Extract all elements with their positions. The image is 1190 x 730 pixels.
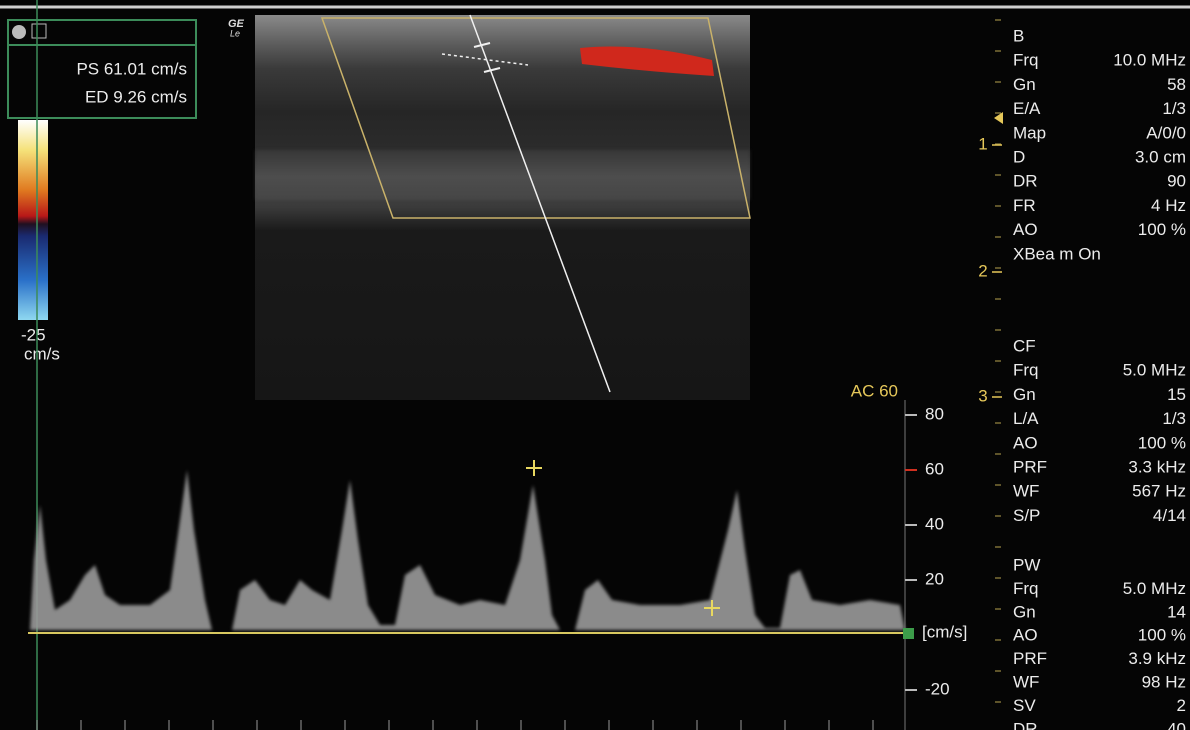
param-value: 100 %: [1138, 626, 1186, 645]
depth-label: 2: [978, 261, 987, 280]
param-label: E/A: [1013, 99, 1041, 118]
depth-label: 3: [978, 386, 987, 405]
param-label: Gn: [1013, 75, 1036, 94]
param-section: B: [1013, 26, 1024, 45]
param-value: 1/3: [1162, 409, 1186, 428]
param-label: L/A: [1013, 409, 1039, 428]
param-label: Gn: [1013, 385, 1036, 404]
scale-label: [cm/s]: [922, 622, 967, 641]
ac-label: AC 60: [851, 381, 898, 400]
param-value: 4 Hz: [1151, 196, 1186, 215]
param-value: A/0/0: [1146, 123, 1186, 142]
param-label: Map: [1013, 123, 1046, 142]
page: {"overlay": {"measurements": ["PS 61.01 …: [0, 0, 1190, 730]
measurement: PS 61.01 cm/s: [76, 59, 187, 78]
param-value: 98 Hz: [1142, 672, 1186, 691]
measurement: ED 9.26 cm/s: [85, 87, 187, 106]
param-value: 4/14: [1153, 506, 1186, 525]
param-label: WF: [1013, 672, 1039, 691]
param-value: 5.0 MHz: [1123, 579, 1186, 598]
logo: Le: [230, 28, 240, 38]
ultrasound-screen: PS 61.01 cm/s ED 9.26 cm/s GE Le -25 cm/…: [0, 0, 1190, 730]
color-scale: [18, 120, 48, 320]
param-value: 1/3: [1162, 99, 1186, 118]
scale-label: 40: [925, 514, 944, 533]
param-value: 100 %: [1138, 433, 1186, 452]
param-value: 3.3 kHz: [1128, 457, 1186, 476]
param-label: Frq: [1013, 361, 1039, 380]
param-section: PW: [1013, 555, 1040, 574]
param-label: Frq: [1013, 51, 1039, 70]
param-label: AO: [1013, 220, 1038, 239]
param-label: AO: [1013, 626, 1038, 645]
icon: [12, 25, 26, 39]
param-value: 58: [1167, 75, 1186, 94]
param-value: 3.9 kHz: [1128, 649, 1186, 668]
param-value: 3.0 cm: [1135, 147, 1186, 166]
color-scale-min: -25: [21, 325, 46, 344]
color-scale-unit: cm/s: [24, 344, 60, 363]
param-value: 15: [1167, 385, 1186, 404]
param-label: XBea m On: [1013, 244, 1101, 263]
param-section: CF: [1013, 336, 1036, 355]
scale-label: 60: [925, 459, 944, 478]
param-value: 5.0 MHz: [1123, 361, 1186, 380]
param-label: S/P: [1013, 506, 1040, 525]
scale-label: 80: [925, 404, 944, 423]
param-label: Frq: [1013, 579, 1039, 598]
scale-label: -20: [925, 679, 950, 698]
param-label: PRF: [1013, 457, 1047, 476]
param-label: DR: [1013, 719, 1038, 730]
param-label: PRF: [1013, 649, 1047, 668]
tissue-band: [255, 150, 750, 200]
depth-label: 1: [978, 134, 987, 153]
param-label: FR: [1013, 196, 1036, 215]
param-value: 100 %: [1138, 220, 1186, 239]
param-label: WF: [1013, 482, 1039, 501]
param-value: 2: [1177, 696, 1186, 715]
param-label: D: [1013, 147, 1025, 166]
param-value: 10.0 MHz: [1113, 51, 1186, 70]
baseline-marker: [903, 628, 914, 639]
param-label: DR: [1013, 172, 1038, 191]
param-label: Gn: [1013, 602, 1036, 621]
param-label: SV: [1013, 696, 1036, 715]
scale-label: 20: [925, 569, 944, 588]
param-value: 14: [1167, 602, 1186, 621]
param-value: 567 Hz: [1132, 482, 1186, 501]
param-label: AO: [1013, 433, 1038, 452]
param-value: 90: [1167, 172, 1186, 191]
param-value: 40: [1167, 719, 1186, 730]
